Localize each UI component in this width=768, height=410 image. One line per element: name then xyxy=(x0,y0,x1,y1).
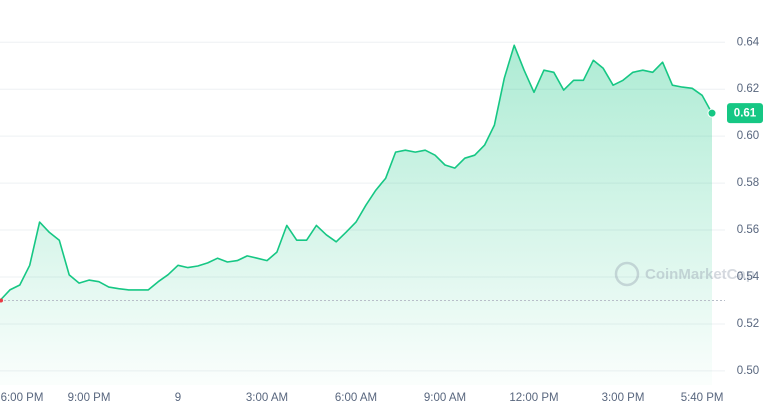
y-tick-label: 0.52 xyxy=(737,318,759,330)
y-tick-label: 0.62 xyxy=(737,83,759,95)
x-tick-label: 12:00 PM xyxy=(509,392,558,404)
y-tick-label: 0.58 xyxy=(737,177,759,189)
x-tick-label: 6:00 AM xyxy=(335,392,377,404)
current-price-badge xyxy=(727,103,763,124)
watermark-logo xyxy=(614,261,640,287)
plot xyxy=(0,44,725,386)
x-tick-label: 3:00 AM xyxy=(246,392,288,404)
x-tick-label: 9 xyxy=(175,392,181,404)
x-tick-label: 9:00 AM xyxy=(424,392,466,404)
x-tick-label: 5:40 PM xyxy=(681,392,724,404)
labels: 0.64 0.62 0.60 0.58 0.56 0.54 0.52 0.50 6:00 PM 9… xyxy=(1,36,763,404)
y-tick-label: 0.54 xyxy=(737,271,760,283)
area-fill xyxy=(0,45,712,386)
price-line xyxy=(0,44,713,302)
current-price-label: 0.61 xyxy=(734,108,757,120)
last-dot xyxy=(707,108,717,118)
x-tick-label: 6:00 PM xyxy=(1,392,44,404)
watermark: CoinMarketCap xyxy=(614,261,755,287)
start-dot xyxy=(0,298,3,303)
x-tick-label: 3:00 PM xyxy=(602,392,645,404)
x-tick-label: 9:00 PM xyxy=(68,392,111,404)
watermark-text: CoinMarketCap xyxy=(645,266,755,283)
y-tick-label: 0.56 xyxy=(737,224,759,236)
y-tick-label: 0.60 xyxy=(737,130,759,142)
y-tick-label: 0.50 xyxy=(737,365,759,377)
y-tick-label: 0.64 xyxy=(737,36,760,48)
